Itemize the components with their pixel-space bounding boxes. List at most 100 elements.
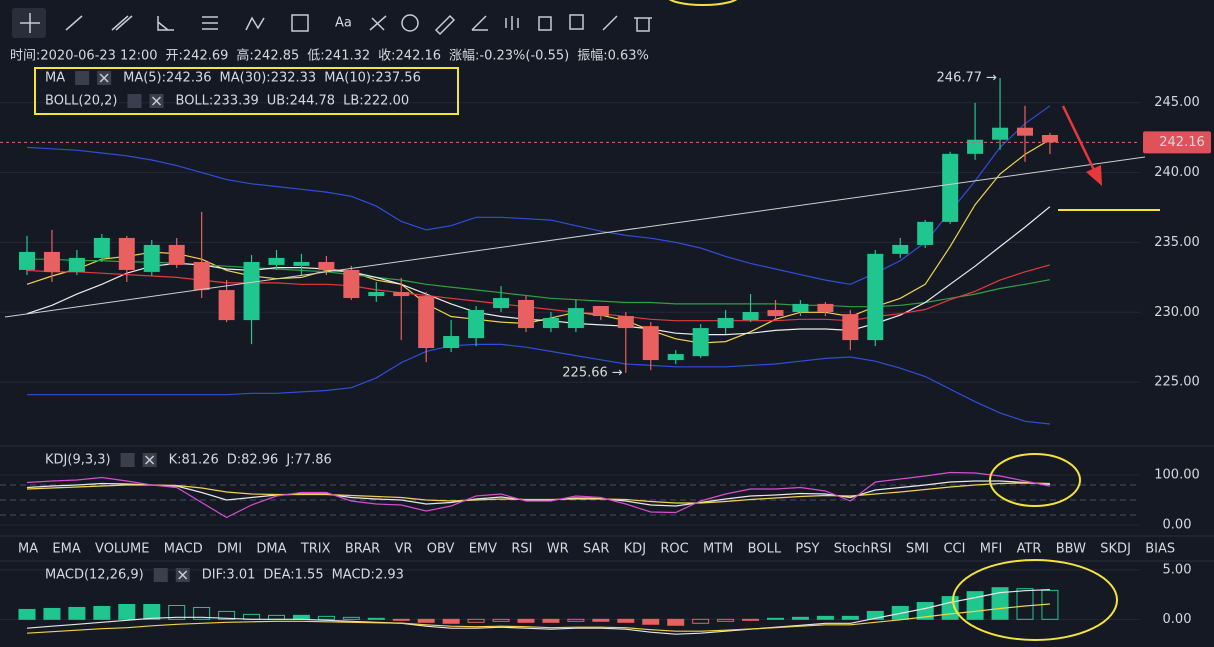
candle-body [443, 336, 460, 349]
indicator-tab[interactable]: TRIX [300, 542, 331, 557]
y-tick-label: 245.00 [1154, 95, 1200, 110]
crosshair-tool[interactable] [20, 13, 40, 33]
indicator-tab[interactable]: EMV [469, 542, 497, 557]
measure-tool[interactable] [291, 14, 309, 32]
candle-body [842, 314, 859, 341]
delete-tool[interactable] [634, 17, 652, 32]
legend-entry: BOLL:233.39 [176, 94, 259, 109]
macd-bar [866, 610, 884, 620]
candle-body [917, 221, 934, 245]
candle-body [992, 127, 1009, 140]
legend-entry: DIF:3.01 [202, 568, 256, 583]
magnet-tool[interactable] [401, 14, 419, 32]
macd-bar [742, 618, 760, 621]
lock-tool[interactable] [538, 16, 552, 31]
legend-entry: UB:244.78 [267, 94, 335, 109]
indicator-tab[interactable]: KDJ [624, 542, 646, 557]
candle-body [118, 237, 135, 270]
indicator-tab[interactable]: VR [395, 542, 413, 557]
macd-bar [43, 607, 61, 620]
macd-bar [567, 618, 585, 622]
indicator-tab[interactable]: SAR [583, 542, 609, 557]
copy-tool[interactable] [569, 14, 584, 30]
ruler-tool[interactable] [434, 14, 456, 36]
y-tick-label: 5.00 [1163, 562, 1192, 577]
indicator-line [26, 589, 1050, 635]
candle-body [667, 354, 684, 361]
macd-bar [218, 610, 236, 620]
indicator-tab[interactable]: SMI [906, 542, 929, 557]
indicator-tab[interactable]: DMA [256, 542, 286, 557]
candle-body [717, 318, 734, 329]
indicator-tab[interactable]: StochRSI [834, 542, 892, 557]
indicator-tab[interactable]: OBV [427, 542, 455, 557]
low-label: 225.66 → [562, 365, 623, 380]
brush-tool[interactable] [471, 15, 488, 31]
macd-bar [118, 604, 136, 620]
macd-bar [168, 604, 186, 620]
macd-bar [1016, 588, 1034, 620]
indicator-tab[interactable]: MTM [703, 542, 733, 557]
angle-tool[interactable] [157, 16, 174, 31]
macd-bar [617, 618, 635, 623]
candle-body [168, 244, 185, 265]
candle-body [43, 251, 60, 272]
candle-body [542, 318, 559, 329]
macd-bar [442, 618, 460, 624]
legend-entry: MACD:2.93 [332, 568, 404, 583]
indicator-tab[interactable]: BBW [1056, 542, 1086, 557]
candle-body [642, 326, 659, 361]
legend-entry: LB:222.00 [343, 94, 409, 109]
channel-tool[interactable] [111, 15, 133, 31]
indicator-tab[interactable]: PSY [795, 542, 819, 557]
indicator-tab[interactable]: BOLL [748, 542, 782, 557]
close-icon-x [99, 73, 109, 83]
indicator-tab[interactable]: ATR [1017, 542, 1042, 557]
indicator-tab[interactable]: MFI [980, 542, 1003, 557]
candle-body [942, 153, 959, 222]
legend-group: BOLL(20,2) [45, 94, 118, 109]
candle-body [93, 237, 110, 258]
indicator-tab[interactable]: EMA [52, 542, 80, 557]
macd-bar [93, 605, 111, 620]
macd-bar [592, 618, 610, 622]
indicator-tab[interactable]: CCI [943, 542, 965, 557]
indicator-tab[interactable]: BRAR [345, 542, 380, 557]
indicator-tab[interactable]: VOLUME [95, 542, 149, 557]
macd-bar [342, 616, 360, 620]
indicator-tab[interactable]: ROC [660, 542, 688, 557]
settings-icon [120, 453, 135, 467]
bars-tool[interactable] [505, 16, 519, 30]
hide-tool[interactable] [602, 15, 618, 31]
fib-tool[interactable] [202, 16, 218, 30]
indicator-tab[interactable]: DMI [217, 542, 242, 557]
candle-body [767, 310, 784, 317]
line-tool[interactable] [65, 15, 83, 31]
highlight-ellipse [989, 453, 1081, 507]
wave-tool[interactable] [245, 16, 265, 31]
candle-body [268, 257, 285, 265]
indicator-tab[interactable]: SKDJ [1100, 542, 1131, 557]
macd-bar [667, 618, 685, 626]
pattern-tool[interactable] [369, 15, 387, 31]
indicator-tab[interactable]: BIAS [1145, 542, 1175, 557]
text-tool[interactable]: Aa [335, 16, 352, 31]
y-tick-label: 0.00 [1163, 612, 1192, 627]
indicator-tab[interactable]: MA [18, 542, 38, 557]
macd-bar [916, 602, 934, 620]
indicator-tab[interactable]: WR [547, 542, 569, 557]
indicator-line [26, 482, 1050, 504]
user-drawings [4, 0, 1160, 641]
legend-entry: J:77.86 [285, 453, 331, 468]
indicator-tab[interactable]: RSI [511, 542, 532, 557]
candle-body [967, 139, 984, 154]
last-price-label: 242.16 [1159, 135, 1205, 150]
y-tick-label: 240.00 [1154, 165, 1200, 180]
trend-line [4, 156, 1146, 318]
candle-body [617, 316, 634, 329]
indicator-tab[interactable]: MACD [164, 542, 203, 557]
candle-body [243, 261, 260, 321]
legend-group: KDJ(9,3,3) [45, 453, 111, 468]
macd-bar [392, 618, 410, 621]
high-label: 246.77 → [937, 70, 998, 85]
